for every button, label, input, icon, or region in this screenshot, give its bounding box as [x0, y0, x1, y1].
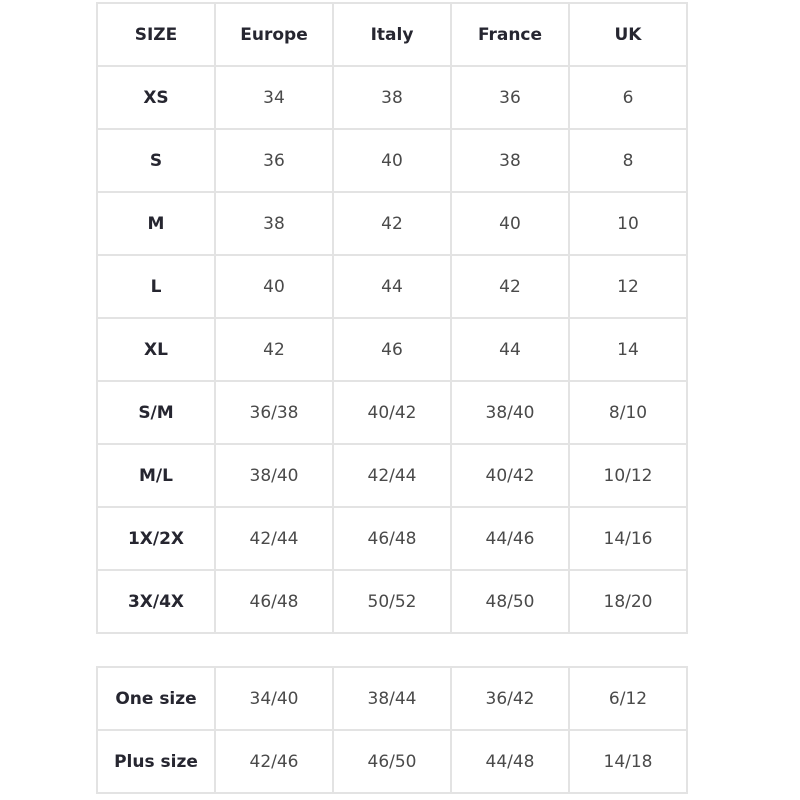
size-value: 14 [568, 317, 688, 382]
size-label: XS [96, 65, 216, 130]
column-header: SIZE [96, 2, 216, 67]
size-value: 12 [568, 254, 688, 319]
table-row: S/M 36/38 40/42 38/40 8/10 [96, 380, 688, 445]
size-value: 46 [332, 317, 452, 382]
size-value: 42 [450, 254, 570, 319]
size-value: 10/12 [568, 443, 688, 508]
size-label: S [96, 128, 216, 193]
table-row: 3X/4X 46/48 50/52 48/50 18/20 [96, 569, 688, 634]
size-value: 38/44 [332, 666, 452, 731]
size-value: 36 [450, 65, 570, 130]
size-value: 42/44 [214, 506, 334, 571]
table-row: Plus size 42/46 46/50 44/48 14/18 [96, 729, 688, 794]
size-label: XL [96, 317, 216, 382]
size-value: 42/44 [332, 443, 452, 508]
size-label: One size [96, 666, 216, 731]
column-header: Italy [332, 2, 452, 67]
special-size-table: One size 34/40 38/44 36/42 6/12 Plus size 42/4… [96, 666, 688, 794]
size-label: 3X/4X [96, 569, 216, 634]
size-value: 38/40 [214, 443, 334, 508]
size-value: 40 [214, 254, 334, 319]
size-value: 18/20 [568, 569, 688, 634]
table-row: L 40 44 42 12 [96, 254, 688, 319]
size-label: L [96, 254, 216, 319]
size-value: 36 [214, 128, 334, 193]
size-value: 36/42 [450, 666, 570, 731]
size-value: 50/52 [332, 569, 452, 634]
size-value: 34/40 [214, 666, 334, 731]
column-header: UK [568, 2, 688, 67]
size-value: 42/46 [214, 729, 334, 794]
size-value: 42 [332, 191, 452, 256]
size-value: 48/50 [450, 569, 570, 634]
column-header: France [450, 2, 570, 67]
size-value: 38 [450, 128, 570, 193]
size-value: 44 [450, 317, 570, 382]
table-row: M/L 38/40 42/44 40/42 10/12 [96, 443, 688, 508]
size-label: S/M [96, 380, 216, 445]
table-row: XS 34 38 36 6 [96, 65, 688, 130]
column-header: Europe [214, 2, 334, 67]
size-value: 38 [332, 65, 452, 130]
size-value: 36/38 [214, 380, 334, 445]
size-value: 40 [332, 128, 452, 193]
size-value: 14/16 [568, 506, 688, 571]
size-value: 38/40 [450, 380, 570, 445]
size-value: 46/50 [332, 729, 452, 794]
size-value: 46/48 [214, 569, 334, 634]
size-value: 6 [568, 65, 688, 130]
size-chart-table: SIZE Europe Italy France UK XS 34 38 36 6 S 36 40 38… [96, 2, 688, 634]
table-row: One size 34/40 38/44 36/42 6/12 [96, 666, 688, 731]
size-value: 44/46 [450, 506, 570, 571]
size-label: Plus size [96, 729, 216, 794]
table-row: S 36 40 38 8 [96, 128, 688, 193]
table-row: M 38 42 40 10 [96, 191, 688, 256]
table-row: 1X/2X 42/44 46/48 44/46 14/16 [96, 506, 688, 571]
size-value: 44 [332, 254, 452, 319]
size-value: 6/12 [568, 666, 688, 731]
size-label: M [96, 191, 216, 256]
size-value: 42 [214, 317, 334, 382]
size-value: 8/10 [568, 380, 688, 445]
size-value: 10 [568, 191, 688, 256]
size-value: 14/18 [568, 729, 688, 794]
size-value: 8 [568, 128, 688, 193]
table-row: XL 42 46 44 14 [96, 317, 688, 382]
size-value: 40 [450, 191, 570, 256]
header-row: SIZE Europe Italy France UK [96, 2, 688, 67]
size-label: M/L [96, 443, 216, 508]
size-value: 40/42 [450, 443, 570, 508]
size-label: 1X/2X [96, 506, 216, 571]
size-value: 44/48 [450, 729, 570, 794]
size-value: 38 [214, 191, 334, 256]
size-value: 40/42 [332, 380, 452, 445]
size-value: 34 [214, 65, 334, 130]
size-value: 46/48 [332, 506, 452, 571]
